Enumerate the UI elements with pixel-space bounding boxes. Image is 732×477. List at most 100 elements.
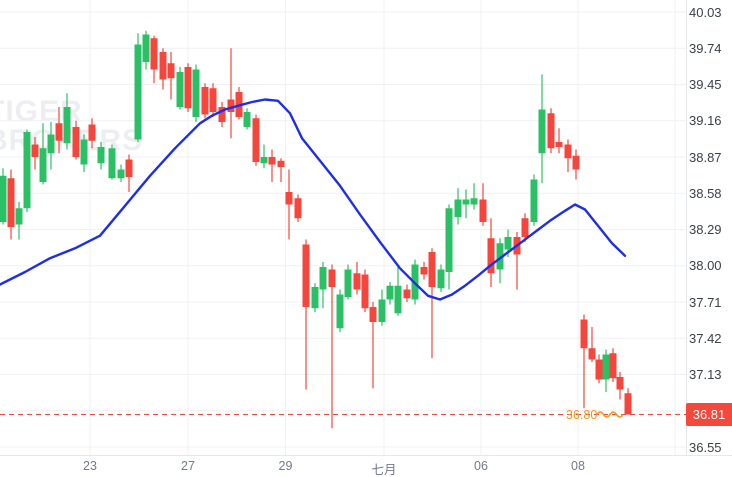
x-axis-label: 23 — [83, 459, 97, 473]
y-axis-label: 37.71 — [689, 294, 722, 310]
candle — [39, 148, 47, 182]
candle — [192, 69, 200, 117]
candle — [23, 132, 31, 209]
x-axis-label: 七月 — [371, 463, 397, 477]
candle — [496, 243, 504, 270]
y-axis-label: 39.16 — [689, 113, 722, 129]
candle — [616, 377, 624, 390]
candle — [176, 72, 184, 107]
candle — [394, 285, 402, 314]
x-axis-label: 27 — [181, 459, 195, 473]
x-axis-label: 08 — [571, 459, 585, 473]
candle — [437, 269, 445, 289]
x-axis-label: 06 — [474, 459, 488, 473]
candle — [268, 157, 276, 165]
candle — [470, 198, 478, 205]
candle — [479, 199, 487, 222]
candle — [555, 142, 563, 147]
y-axis-label: 39.74 — [689, 40, 722, 56]
x-axis-label: 29 — [278, 459, 293, 473]
ma-line — [0, 98, 627, 301]
candle — [572, 155, 580, 170]
candle — [564, 144, 572, 159]
candle — [588, 348, 596, 360]
candle — [319, 267, 327, 290]
candle — [209, 88, 217, 112]
candle — [201, 87, 209, 115]
y-axis-label: 40.03 — [689, 4, 722, 20]
candle — [15, 208, 23, 225]
current-price-badge: 36.81 — [686, 403, 732, 426]
alert-price-label: 36.80 — [566, 408, 598, 422]
y-axis-label: 38.58 — [689, 185, 722, 201]
candle — [142, 34, 150, 62]
candles-group — [0, 30, 632, 429]
h-gridlines — [0, 11, 686, 448]
axis-borders — [0, 0, 732, 456]
candle — [547, 113, 555, 149]
candle — [403, 289, 411, 299]
candle — [117, 169, 125, 179]
candle — [420, 267, 428, 275]
candle — [277, 160, 285, 167]
candle — [445, 208, 453, 272]
candle — [150, 38, 158, 70]
candle — [0, 175, 7, 222]
candle — [328, 269, 336, 287]
candle — [595, 359, 603, 380]
candle — [504, 237, 512, 250]
candle — [184, 67, 192, 109]
candle — [72, 127, 80, 157]
candle — [378, 299, 386, 322]
candle — [336, 294, 344, 329]
candle — [386, 285, 394, 300]
candle — [487, 238, 495, 274]
candle — [602, 354, 610, 380]
candle — [609, 353, 617, 379]
candle — [428, 252, 436, 287]
candle — [47, 134, 55, 154]
candle — [294, 198, 302, 219]
candle — [302, 244, 310, 307]
candle — [167, 63, 175, 79]
candle — [125, 159, 133, 177]
alert-wave — [596, 411, 624, 418]
candle — [260, 157, 268, 164]
candle — [243, 112, 251, 127]
candle — [55, 123, 63, 141]
y-axis-label: 37.13 — [689, 367, 722, 382]
candle — [159, 52, 167, 80]
y-axis-label: 37.42 — [689, 330, 722, 346]
candle — [63, 107, 71, 144]
candle — [227, 99, 235, 112]
candle — [624, 393, 632, 415]
candle — [353, 273, 361, 290]
candle — [285, 192, 293, 205]
candle — [80, 139, 88, 165]
candle — [580, 319, 588, 349]
candle — [344, 269, 352, 297]
candle — [361, 274, 369, 309]
y-axis-label: 38.87 — [689, 149, 722, 165]
candle — [31, 144, 39, 157]
y-axis-label: 39.45 — [689, 77, 722, 92]
candle — [134, 44, 142, 140]
candle — [97, 147, 105, 164]
candle — [462, 199, 470, 205]
v-gridlines — [89, 0, 676, 456]
candle — [538, 109, 546, 154]
candle — [252, 118, 260, 162]
y-axis-label: 36.55 — [689, 439, 722, 455]
candle — [311, 287, 319, 309]
candle — [521, 218, 529, 237]
candle — [530, 179, 538, 222]
candle — [218, 107, 226, 122]
candle — [108, 148, 116, 179]
candle — [7, 178, 15, 227]
candle — [454, 199, 462, 217]
candle — [369, 307, 377, 322]
y-axis-label: 38.29 — [689, 222, 722, 237]
candle — [88, 124, 96, 141]
